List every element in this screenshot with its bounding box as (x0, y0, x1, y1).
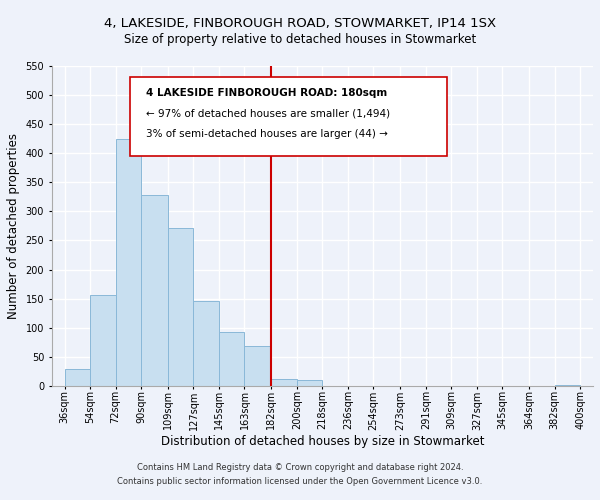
Bar (193, 301, 219, 386)
FancyBboxPatch shape (130, 77, 447, 156)
Text: 3% of semi-detached houses are larger (44) →: 3% of semi-detached houses are larger (4… (146, 130, 388, 140)
Text: Size of property relative to detached houses in Stowmarket: Size of property relative to detached ho… (124, 32, 476, 46)
Bar (297, 380, 322, 386)
Bar (141, 194, 168, 386)
Bar (271, 379, 297, 386)
Text: 4, LAKESIDE, FINBOROUGH ROAD, STOWMARKET, IP14 1SX: 4, LAKESIDE, FINBOROUGH ROAD, STOWMARKET… (104, 18, 496, 30)
Text: 4 LAKESIDE FINBOROUGH ROAD: 180sqm: 4 LAKESIDE FINBOROUGH ROAD: 180sqm (146, 88, 388, 99)
Bar (90, 294, 116, 386)
Text: Contains HM Land Registry data © Crown copyright and database right 2024.: Contains HM Land Registry data © Crown c… (137, 464, 463, 472)
Y-axis label: Number of detached properties: Number of detached properties (7, 133, 20, 319)
Bar (168, 228, 193, 386)
Text: Contains public sector information licensed under the Open Government Licence v3: Contains public sector information licen… (118, 477, 482, 486)
Bar (244, 346, 271, 386)
Text: ← 97% of detached houses are smaller (1,494): ← 97% of detached houses are smaller (1,… (146, 109, 391, 119)
Bar (116, 140, 141, 386)
Bar (65, 368, 90, 386)
X-axis label: Distribution of detached houses by size in Stowmarket: Distribution of detached houses by size … (161, 435, 484, 448)
Bar (555, 385, 580, 386)
Bar (219, 332, 244, 386)
